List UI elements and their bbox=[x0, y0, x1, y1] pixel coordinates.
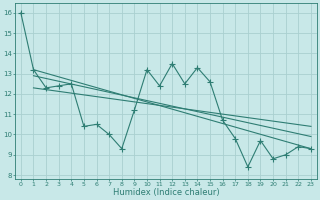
X-axis label: Humidex (Indice chaleur): Humidex (Indice chaleur) bbox=[113, 188, 219, 197]
